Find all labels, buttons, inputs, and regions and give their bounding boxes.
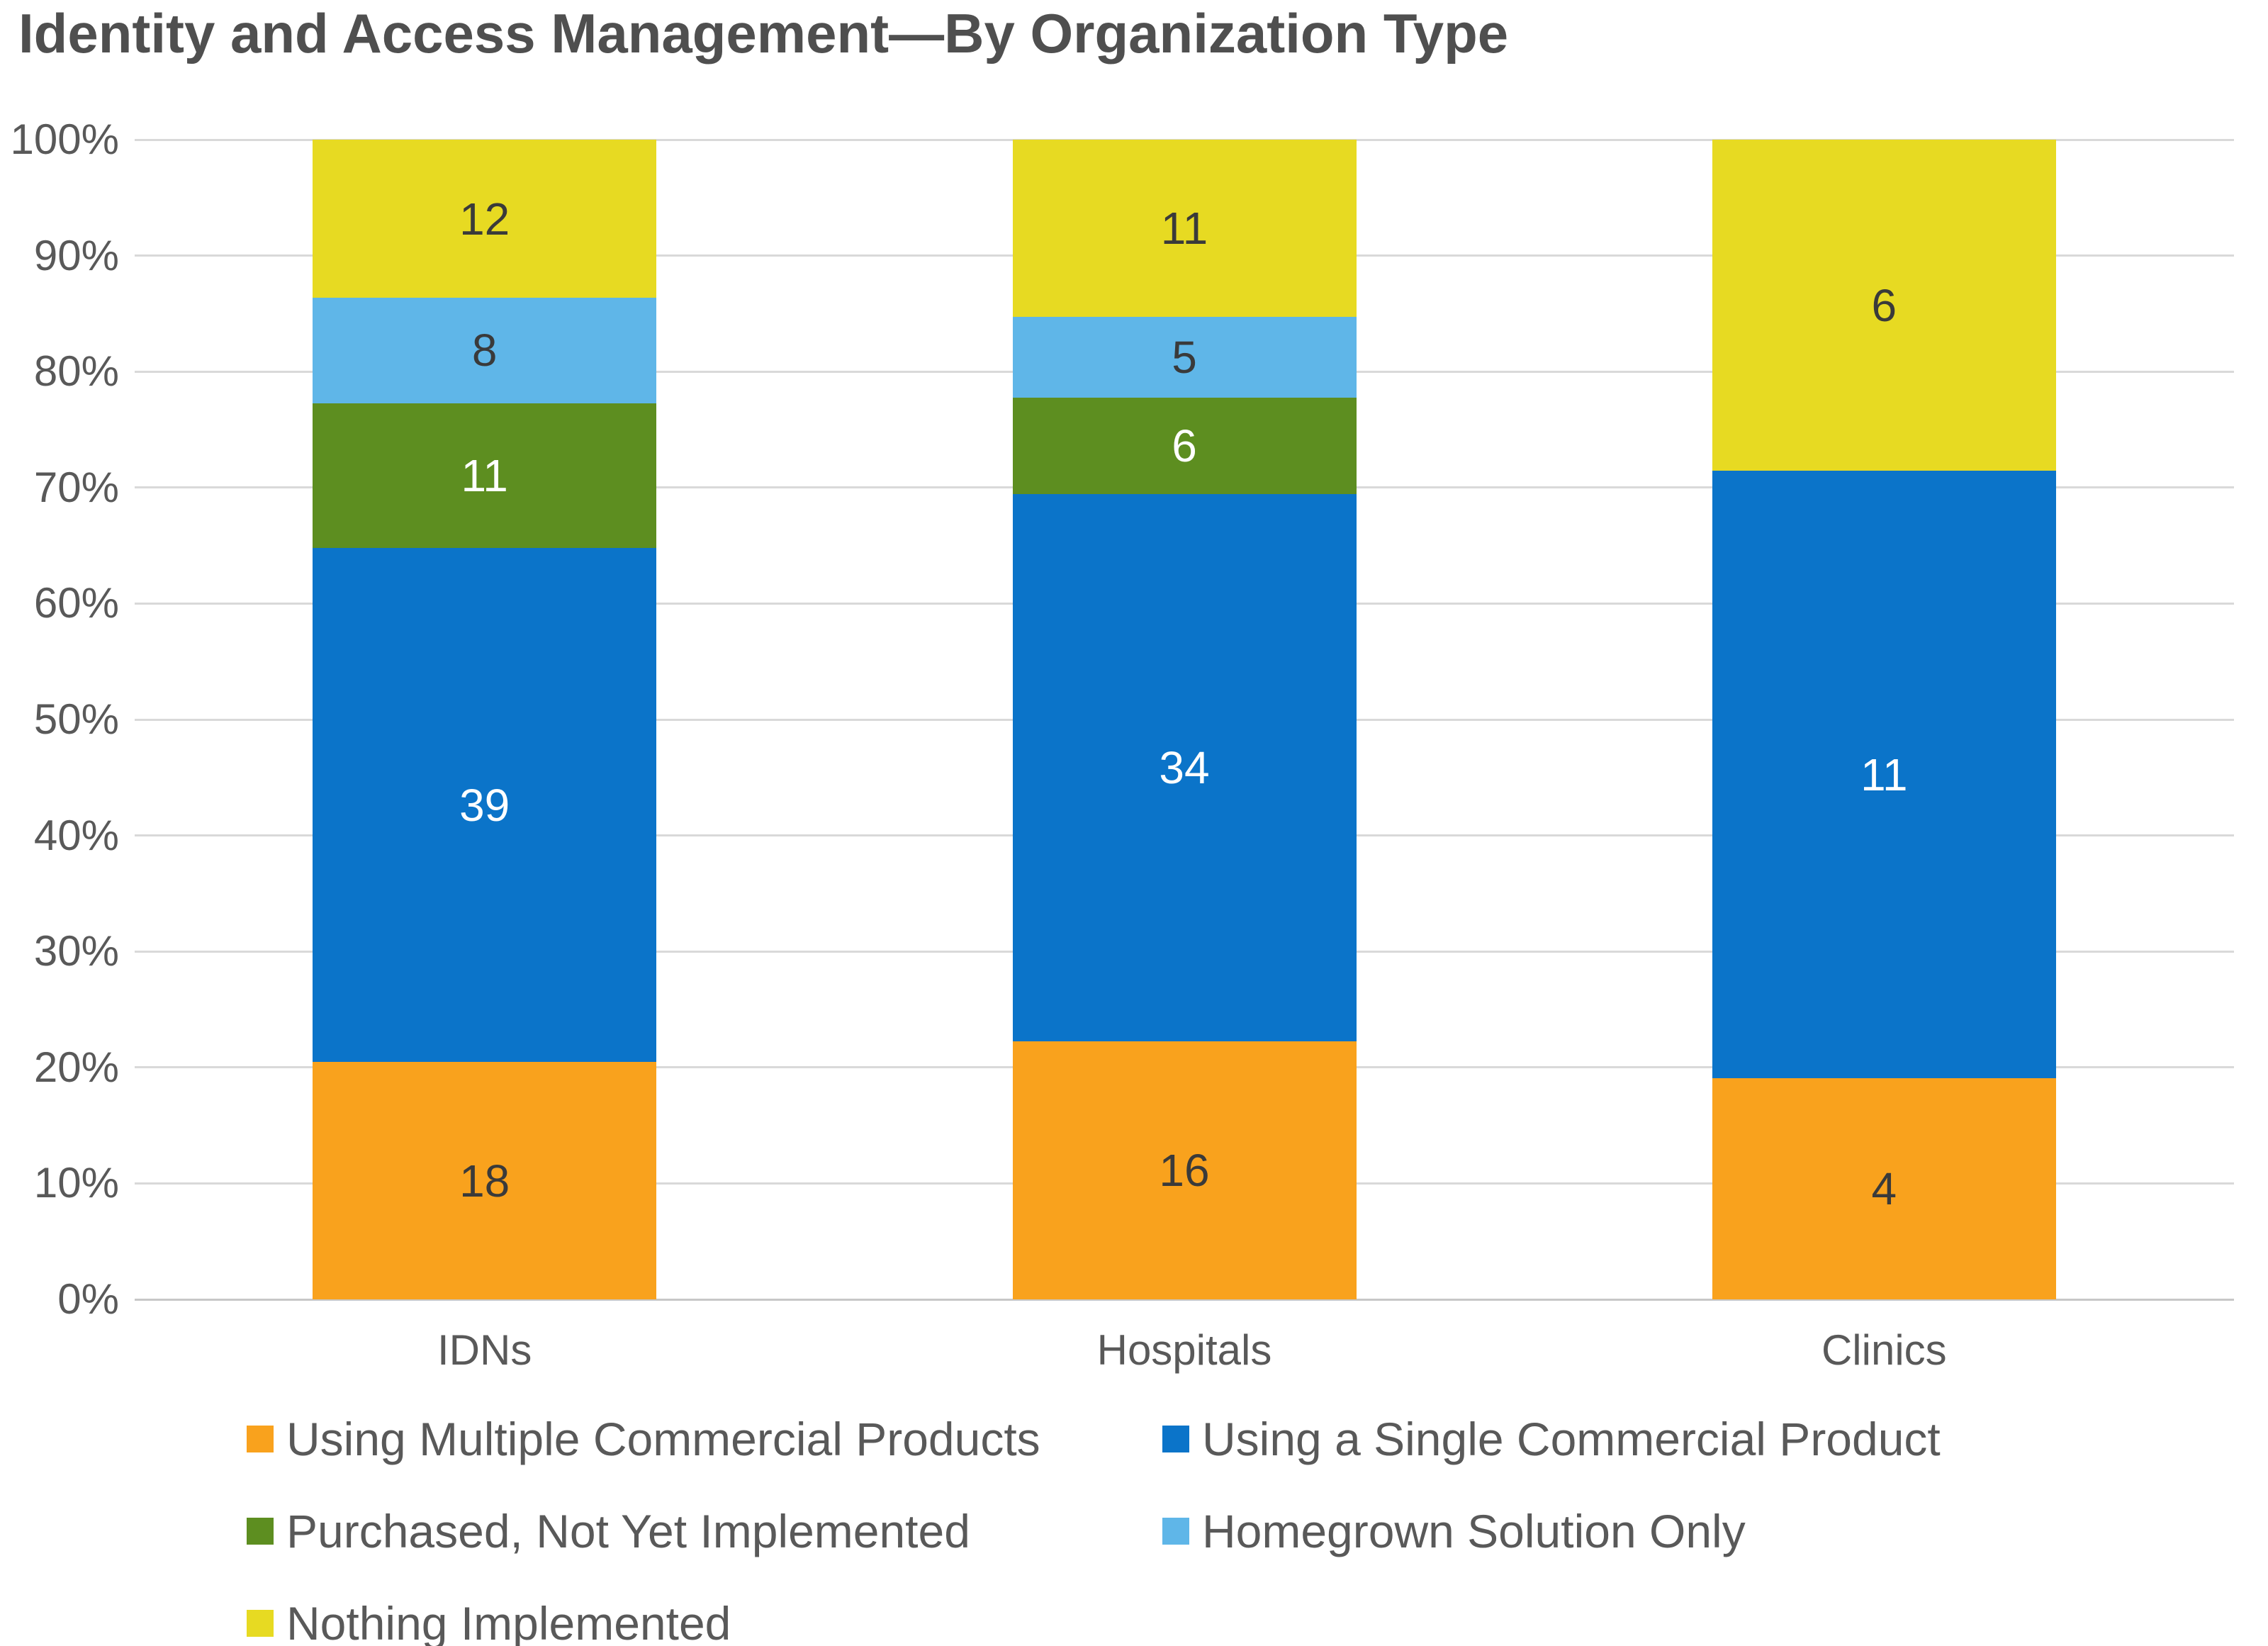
y-tick-label: 30% xyxy=(33,927,119,975)
x-axis-line xyxy=(135,1298,2234,1301)
legend-swatch xyxy=(247,1610,274,1637)
y-tick-label: 100% xyxy=(10,116,119,163)
legend-item: Using Multiple Commercial Products xyxy=(247,1413,1162,1465)
plot-area: 18 39 11 8 12 16 34 6 5 11 4 11 6 xyxy=(135,138,2234,1301)
bar-segment-value: 12 xyxy=(459,193,510,245)
bar-segment-value: 39 xyxy=(459,779,510,831)
bar-segment-value: 11 xyxy=(1860,749,1908,800)
legend-swatch xyxy=(1162,1518,1189,1545)
bar-segment-value: 16 xyxy=(1159,1145,1210,1197)
legend-item: Using a Single Commercial Product xyxy=(1162,1413,1941,1465)
legend-swatch xyxy=(247,1426,274,1452)
bar-segment: 6 xyxy=(1712,140,2056,471)
bar-segment: 39 xyxy=(313,548,657,1063)
bar-segment: 8 xyxy=(313,298,657,403)
bar-segment: 11 xyxy=(1012,140,1357,317)
bar-segment: 11 xyxy=(1712,471,2056,1079)
bar-segment: 6 xyxy=(1012,397,1357,494)
y-tick-label: 10% xyxy=(33,1159,119,1207)
bar-segment-value: 18 xyxy=(459,1155,510,1206)
bar-segment-value: 5 xyxy=(1172,331,1197,383)
legend-label: Purchased, Not Yet Implemented xyxy=(286,1505,970,1557)
y-tick-label: 90% xyxy=(33,231,119,279)
bar-segment: 12 xyxy=(313,140,657,298)
y-tick-label: 0% xyxy=(57,1275,119,1323)
gridline xyxy=(135,138,2234,141)
bar-segment-value: 11 xyxy=(1160,202,1208,254)
bar-segment-value: 6 xyxy=(1871,279,1897,331)
y-tick-label: 20% xyxy=(33,1043,119,1091)
bar-segment-value: 6 xyxy=(1172,420,1197,471)
legend-item: Nothing Implemented xyxy=(247,1598,1162,1646)
y-tick-label: 80% xyxy=(33,347,119,396)
y-tick-label: 70% xyxy=(33,463,119,511)
bar-segment: 34 xyxy=(1012,493,1357,1042)
bar-segment: 11 xyxy=(313,403,657,549)
chart-title: Identity and Access Management—By Organi… xyxy=(18,2,1509,65)
legend-swatch xyxy=(1162,1426,1189,1452)
legend-label: Nothing Implemented xyxy=(286,1597,731,1646)
bar-segment-value: 34 xyxy=(1159,742,1210,794)
legend-label: Using Multiple Commercial Products xyxy=(286,1413,1040,1465)
bar-segment-value: 11 xyxy=(461,450,508,502)
legend-item: Purchased, Not Yet Implemented xyxy=(247,1506,1162,1557)
y-tick-label: 50% xyxy=(33,695,119,743)
x-category-label: Clinics xyxy=(1821,1326,1947,1374)
legend: Using Multiple Commercial Products Using … xyxy=(247,1413,1941,1646)
legend-label: Homegrown Solution Only xyxy=(1202,1505,1746,1557)
y-tick-label: 40% xyxy=(33,811,119,859)
bars: 18 39 11 8 12 16 34 6 5 11 4 11 6 xyxy=(135,140,2234,1299)
x-category-label: Hospitals xyxy=(1096,1326,1272,1374)
legend-item: Homegrown Solution Only xyxy=(1162,1506,1941,1557)
legend-swatch xyxy=(247,1518,274,1545)
bar-segment: 18 xyxy=(313,1062,657,1299)
bar-segment: 16 xyxy=(1012,1041,1357,1299)
bar-segment: 4 xyxy=(1712,1078,2056,1299)
bar-segment: 5 xyxy=(1012,316,1357,398)
x-category-label: IDNs xyxy=(437,1326,532,1374)
bar-segment-value: 8 xyxy=(471,325,498,376)
bar-segment-value: 4 xyxy=(1871,1163,1897,1215)
y-tick-label: 60% xyxy=(33,579,119,627)
legend-label: Using a Single Commercial Product xyxy=(1202,1413,1941,1465)
